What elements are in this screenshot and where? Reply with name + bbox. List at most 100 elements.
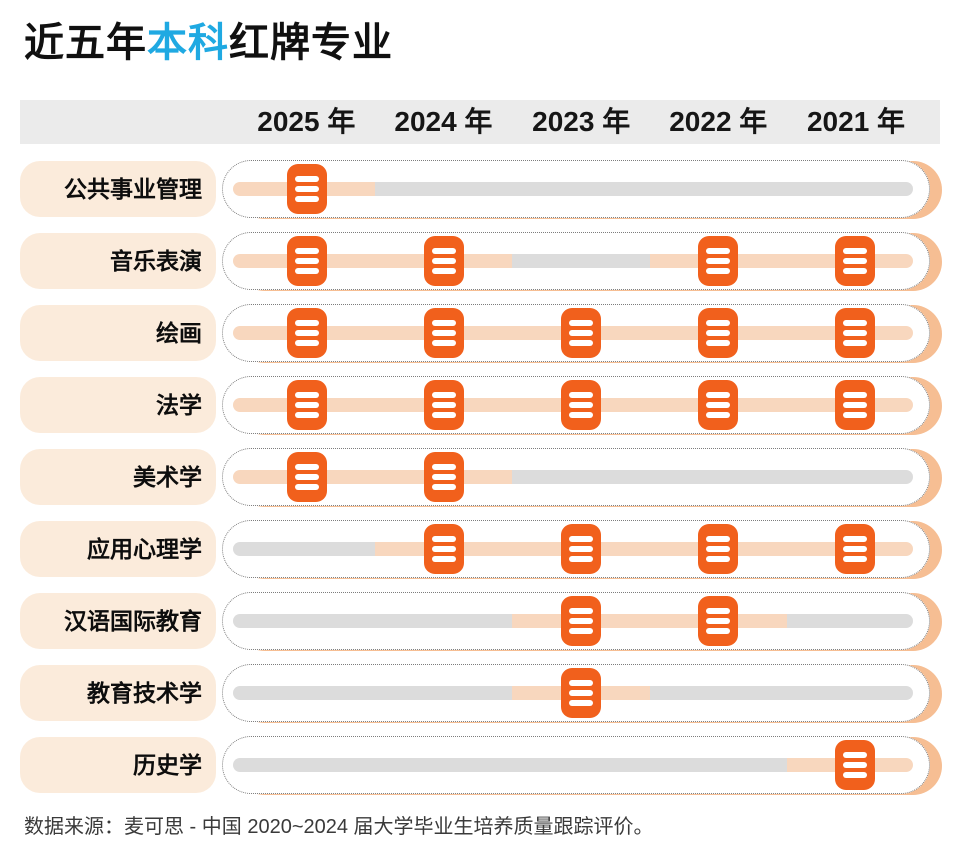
red-card-line xyxy=(843,752,868,758)
major-label: 绘画 xyxy=(20,305,216,361)
track-segment-inactive xyxy=(512,254,650,268)
year-label: 2023 年 xyxy=(532,106,631,137)
red-card-line xyxy=(705,268,730,274)
rows-container: 公共事业管理 音乐表演 绘画 法学 美术学 应用心理学 汉语国际教育 教育技术学 历史学 xyxy=(0,160,960,808)
red-card-icon xyxy=(835,380,876,430)
red-card-icon xyxy=(835,524,876,574)
red-card-line xyxy=(569,690,594,696)
timeline-pill xyxy=(222,304,942,363)
red-card-line xyxy=(705,412,730,418)
red-card-icon xyxy=(423,452,464,502)
red-card-line xyxy=(295,186,320,192)
red-card-line xyxy=(295,484,320,490)
red-card-line xyxy=(431,330,456,336)
red-card-icon xyxy=(561,524,602,574)
major-row: 汉语国际教育 xyxy=(0,592,960,651)
pill-body xyxy=(222,304,930,362)
red-card-line xyxy=(569,618,594,624)
red-card-line xyxy=(705,556,730,562)
year-label: 2021 年 xyxy=(806,106,906,137)
red-card-icon xyxy=(697,308,738,358)
year-label: 2024 年 xyxy=(394,106,493,137)
major-label: 音乐表演 xyxy=(20,233,216,289)
track-segment-inactive xyxy=(375,614,513,628)
major-label: 公共事业管理 xyxy=(20,161,216,217)
red-card-line xyxy=(569,608,594,614)
red-card-icon xyxy=(287,164,328,214)
track-segment-inactive xyxy=(233,758,376,772)
red-card-line xyxy=(431,546,456,552)
red-card-icon xyxy=(423,380,464,430)
red-card-icon xyxy=(423,236,464,286)
red-card-line xyxy=(569,700,594,706)
red-card-line xyxy=(705,628,730,634)
red-card-line xyxy=(569,628,594,634)
red-card-line xyxy=(843,402,868,408)
red-card-line xyxy=(431,474,456,480)
pill-body xyxy=(222,592,930,650)
title-suffix: 红牌专业 xyxy=(229,21,393,65)
red-card-icon xyxy=(287,380,328,430)
major-row: 历史学 xyxy=(0,736,960,795)
red-card-line xyxy=(705,330,730,336)
red-card-icon xyxy=(287,308,328,358)
red-card-line xyxy=(843,248,868,254)
red-card-line xyxy=(431,392,456,398)
year-label: 2022 年 xyxy=(669,106,768,137)
red-card-line xyxy=(431,320,456,326)
red-card-line xyxy=(705,340,730,346)
red-card-line xyxy=(843,546,868,552)
red-card-line xyxy=(705,536,730,542)
red-card-line xyxy=(705,546,730,552)
track-segment-inactive xyxy=(233,686,376,700)
red-card-line xyxy=(843,320,868,326)
red-card-icon xyxy=(423,524,464,574)
red-card-line xyxy=(295,392,320,398)
major-label: 应用心理学 xyxy=(20,521,216,577)
red-card-icon xyxy=(561,308,602,358)
track-segment-inactive xyxy=(233,614,376,628)
red-card-line xyxy=(431,536,456,542)
red-card-icon xyxy=(835,236,876,286)
track-segment-inactive xyxy=(786,470,913,484)
red-card-line xyxy=(431,464,456,470)
timeline-pill xyxy=(222,376,942,435)
red-card-line xyxy=(295,320,320,326)
red-card-icon xyxy=(835,740,876,790)
major-row: 教育技术学 xyxy=(0,664,960,723)
timeline-pill xyxy=(222,160,942,219)
red-card-line xyxy=(295,330,320,336)
major-label: 历史学 xyxy=(20,737,216,793)
red-card-line xyxy=(295,196,320,202)
track-segment-inactive xyxy=(786,182,913,196)
red-card-line xyxy=(295,464,320,470)
track-segment-inactive xyxy=(375,758,513,772)
red-card-line xyxy=(431,412,456,418)
badge-layer xyxy=(233,233,913,289)
red-card-icon xyxy=(561,596,602,646)
badge-layer xyxy=(233,665,913,721)
red-card-line xyxy=(295,268,320,274)
track-segment-inactive xyxy=(375,686,513,700)
red-card-line xyxy=(569,320,594,326)
red-card-line xyxy=(431,258,456,264)
track-segment-inactive xyxy=(649,686,787,700)
red-card-line xyxy=(431,556,456,562)
red-card-line xyxy=(705,392,730,398)
year-label: 2025 年 xyxy=(257,106,356,137)
red-card-line xyxy=(705,618,730,624)
red-card-line xyxy=(843,762,868,768)
red-card-line xyxy=(569,556,594,562)
major-label: 汉语国际教育 xyxy=(20,593,216,649)
red-card-icon xyxy=(835,308,876,358)
red-card-line xyxy=(295,258,320,264)
track-segment-inactive xyxy=(786,614,913,628)
timeline-pill xyxy=(222,520,942,579)
year-track xyxy=(233,470,913,484)
red-card-line xyxy=(843,340,868,346)
red-card-icon xyxy=(697,524,738,574)
red-card-line xyxy=(295,402,320,408)
track-segment-inactive xyxy=(649,182,787,196)
red-card-line xyxy=(295,474,320,480)
